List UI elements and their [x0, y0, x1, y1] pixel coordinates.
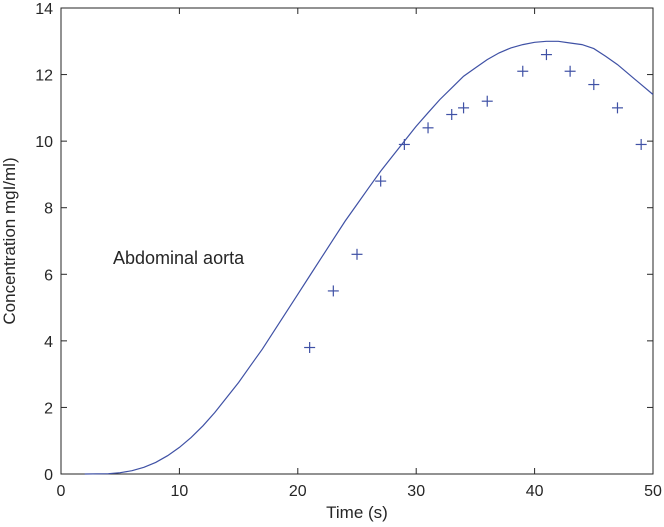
y-tick-label: 0	[44, 467, 53, 484]
data-point-marker	[588, 79, 600, 91]
x-tick-label: 20	[289, 483, 307, 500]
x-tick-label: 0	[57, 483, 66, 500]
x-axis: 0 10 20 30 40 50	[57, 8, 662, 500]
plot-border	[60, 7, 654, 475]
data-point-marker	[375, 175, 387, 187]
y-tick-label: 12	[35, 68, 53, 85]
data-point-marker	[635, 138, 647, 150]
series-layer	[84, 40, 654, 475]
data-point-marker	[517, 65, 529, 77]
fitted-curve-line	[84, 40, 654, 475]
x-tick-label: 30	[407, 483, 425, 500]
data-point-marker	[611, 102, 623, 114]
data-point-marker	[540, 49, 552, 61]
data-point-marker	[304, 342, 316, 354]
x-tick-label: 10	[171, 483, 189, 500]
y-tick-label: 8	[44, 201, 53, 218]
data-point-marker	[564, 65, 576, 77]
x-axis-title: Time (s)	[326, 503, 388, 522]
x-tick-label: 50	[644, 483, 662, 500]
y-tick-label: 6	[44, 267, 53, 284]
data-point-marker	[422, 122, 434, 134]
y-axis: 0 2 4 6 8 10 12 14	[35, 1, 653, 484]
data-point-marker	[351, 248, 363, 260]
data-point-marker	[446, 109, 458, 121]
data-point-marker	[327, 285, 339, 297]
y-tick-label: 14	[35, 1, 53, 18]
y-tick-label: 2	[44, 400, 53, 417]
data-point-marker	[398, 138, 410, 150]
data-point-marker	[458, 102, 470, 114]
y-axis-title: Concentration mgI/ml)	[0, 157, 19, 324]
data-point-marker	[481, 95, 493, 107]
y-tick-label: 10	[35, 134, 53, 151]
y-tick-label: 4	[44, 334, 53, 351]
plot-area	[60, 7, 654, 475]
chart-annotation: Abdominal aorta	[113, 248, 245, 268]
x-tick-label: 40	[526, 483, 544, 500]
